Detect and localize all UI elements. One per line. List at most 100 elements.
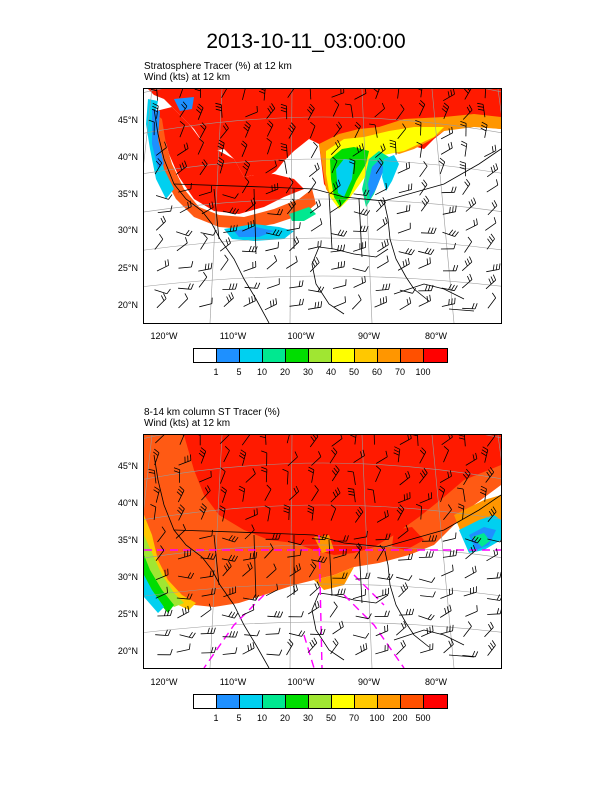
wind-barb-feather <box>251 246 255 252</box>
wind-barb <box>242 89 246 100</box>
wind-barb <box>222 194 236 199</box>
panel2-lat-label-40: 40°N <box>117 498 138 508</box>
wind-barb-feather <box>429 294 431 301</box>
wind-barb <box>155 147 167 156</box>
wind-barb-feather <box>343 260 346 267</box>
wind-barb <box>440 132 453 140</box>
wind-barb-feather <box>164 141 167 148</box>
wind-barb <box>329 184 341 194</box>
wind-barb-feather <box>384 610 387 617</box>
wind-barb <box>267 615 281 618</box>
wind-barb-feather <box>234 555 238 562</box>
wind-barb <box>487 205 498 216</box>
wind-barb <box>463 473 471 486</box>
wind-barb-feather <box>228 294 232 301</box>
wind-barb <box>397 497 411 504</box>
wind-barb <box>331 469 340 482</box>
wind-barb-feather <box>450 141 453 148</box>
wind-barb-feather <box>455 205 457 212</box>
wind-barb-feather <box>432 625 434 632</box>
wind-barb-feather <box>189 643 191 650</box>
wind-barb-feather <box>332 640 337 647</box>
wind-barb <box>223 230 237 233</box>
wind-barb-feather <box>430 615 435 621</box>
wind-barb <box>287 541 301 546</box>
wind-barb-feather <box>316 581 320 588</box>
wind-barb-feather <box>200 125 205 130</box>
wind-barb <box>241 181 250 194</box>
wind-barb-feather <box>217 160 224 165</box>
wind-barb <box>265 469 268 483</box>
colorbar-tick-label: 30 <box>302 713 313 723</box>
wind-barb-feather <box>432 591 436 598</box>
wind-barb-feather <box>416 141 423 146</box>
wind-barb-feather <box>361 277 364 284</box>
wind-barb-feather <box>210 646 214 653</box>
wind-barb <box>464 143 468 157</box>
wind-barb-feather <box>405 163 408 170</box>
wind-barb <box>242 647 255 655</box>
wind-barb-feather <box>452 564 454 571</box>
wind-barb-feather <box>218 139 225 144</box>
wind-barb-feather <box>403 620 407 627</box>
wind-barb <box>286 144 288 158</box>
wind-barb <box>354 511 364 523</box>
wind-barb <box>179 106 188 118</box>
wind-barb-feather <box>240 449 247 454</box>
wind-barb <box>285 182 294 194</box>
wind-barb-feather <box>179 164 183 171</box>
colorbar-tick-label: 1 <box>213 713 219 723</box>
wind-barb <box>442 555 456 558</box>
wind-barb <box>398 559 412 561</box>
wind-barb-feather <box>407 553 411 560</box>
wind-barb-feather <box>407 471 411 478</box>
wind-barb <box>221 558 235 562</box>
wind-barb <box>308 168 320 178</box>
wind-barb <box>330 643 339 655</box>
wind-barb <box>223 450 230 463</box>
wind-barb-feather <box>212 229 217 236</box>
wind-barb-feather <box>355 511 360 518</box>
wind-barb <box>375 538 389 541</box>
wind-barb-feather <box>210 262 213 269</box>
wind-barb-feather <box>460 143 467 148</box>
wind-barb <box>219 435 230 444</box>
wind-barb <box>307 606 320 615</box>
wind-barb-feather <box>294 451 298 458</box>
wind-barb-feather <box>384 240 387 247</box>
wind-barb-feather <box>221 486 227 491</box>
wind-barb-feather <box>359 225 363 232</box>
wind-barb-feather <box>331 470 337 476</box>
wind-barb-feather <box>467 89 471 91</box>
wind-barb <box>288 491 299 501</box>
wind-barb-feather <box>228 237 231 244</box>
wind-barb <box>288 127 296 139</box>
colorbar-swatch <box>401 349 424 362</box>
wind-barb <box>419 451 427 464</box>
wind-barb <box>241 609 254 616</box>
wind-barb-feather <box>234 536 239 543</box>
wind-barb-feather <box>250 199 254 206</box>
wind-barb <box>484 627 494 638</box>
wind-barb <box>200 238 208 250</box>
wind-barb-feather <box>480 452 487 457</box>
wind-barb-feather <box>238 488 245 493</box>
wind-barb-feather <box>448 284 452 290</box>
wind-barb-feather <box>337 179 341 186</box>
wind-barb <box>439 475 452 483</box>
wind-barb <box>219 128 229 139</box>
wind-barb-feather <box>340 244 343 251</box>
wind-barb-feather <box>251 524 255 531</box>
wind-barb-feather <box>244 124 250 129</box>
wind-barb-feather <box>415 120 422 123</box>
wind-barb-feather <box>447 471 450 478</box>
wind-barb-feather <box>317 286 322 292</box>
wind-barb-feather <box>248 245 252 252</box>
wind-barb <box>417 435 419 446</box>
wind-barb <box>465 610 478 617</box>
wind-barb-feather <box>255 552 258 559</box>
wind-barb-feather <box>301 611 304 618</box>
wind-barb-feather <box>411 608 415 615</box>
wind-barb <box>462 506 465 520</box>
wind-barb-feather <box>467 236 473 242</box>
